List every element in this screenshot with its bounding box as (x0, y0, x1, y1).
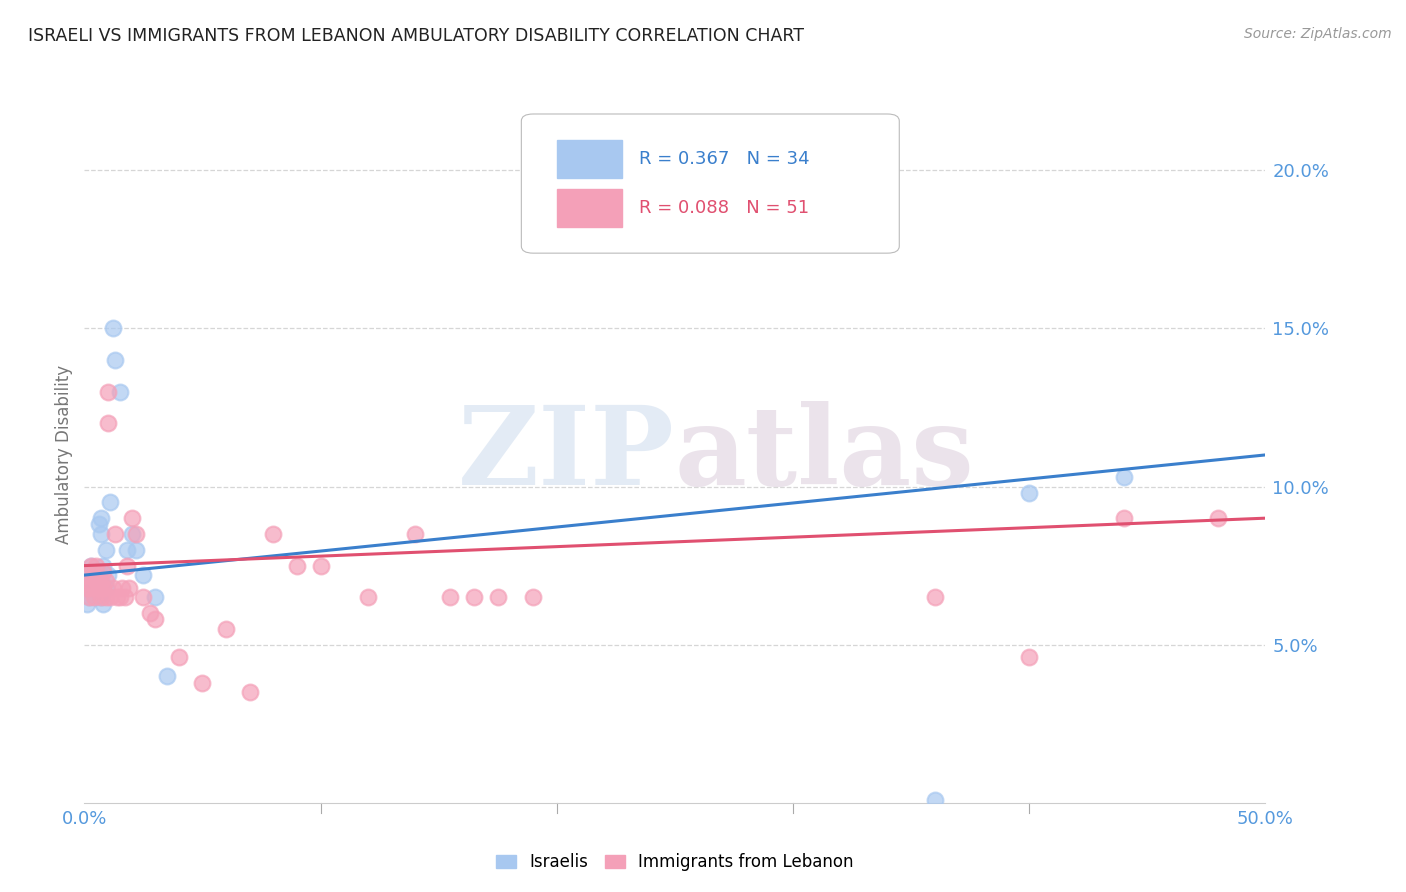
Bar (557, 140, 621, 178)
Point (80, 581, 103, 595)
Point (84, 558, 107, 573)
FancyBboxPatch shape (522, 114, 900, 253)
Point (91, 581, 114, 595)
Text: Source: ZipAtlas.com: Source: ZipAtlas.com (1244, 27, 1392, 41)
Point (404, 527, 426, 541)
Point (114, 591, 136, 605)
Point (121, 527, 143, 541)
Point (77, 574, 100, 589)
Point (167, 650, 190, 665)
Point (83, 571, 105, 585)
Point (486, 591, 509, 605)
Point (1206, 511, 1229, 525)
Point (84, 591, 107, 605)
Point (83, 581, 105, 595)
Point (76, 581, 98, 595)
Point (285, 558, 308, 573)
Point (91, 565, 114, 579)
Point (143, 612, 166, 626)
Point (90, 511, 112, 525)
Point (97, 417, 120, 431)
Point (239, 685, 262, 699)
Point (132, 591, 155, 605)
Point (1018, 650, 1040, 665)
Point (115, 558, 138, 573)
Point (143, 591, 166, 605)
Point (90, 527, 112, 541)
Point (104, 353, 127, 368)
Point (118, 581, 141, 595)
Point (107, 591, 129, 605)
Point (262, 527, 284, 541)
Y-axis label: Ambulatory Disability: Ambulatory Disability (55, 366, 73, 544)
Point (91, 558, 114, 573)
Point (80, 574, 103, 589)
Point (108, 591, 131, 605)
Point (463, 591, 485, 605)
Point (83, 568, 105, 582)
Point (76, 597, 98, 611)
Point (80, 558, 103, 573)
Point (924, 792, 946, 806)
Point (76, 568, 98, 582)
Point (139, 606, 162, 620)
Point (76, 581, 98, 595)
Bar (557, 189, 621, 227)
Point (77, 591, 100, 605)
Point (97, 568, 120, 582)
Point (77, 591, 100, 605)
Point (191, 675, 214, 690)
Point (84, 574, 107, 589)
Text: ZIP: ZIP (458, 401, 675, 508)
Point (83, 591, 105, 605)
Point (108, 384, 131, 399)
Point (125, 527, 148, 541)
Point (104, 527, 127, 541)
Point (357, 591, 380, 605)
Point (1112, 511, 1135, 525)
Point (94, 581, 117, 595)
Point (90, 574, 112, 589)
Point (90, 591, 112, 605)
Point (215, 622, 238, 636)
Point (132, 568, 155, 582)
Text: R = 0.088   N = 51: R = 0.088 N = 51 (640, 199, 810, 217)
Point (91, 581, 114, 595)
Point (115, 542, 138, 557)
Text: R = 0.367   N = 34: R = 0.367 N = 34 (640, 150, 810, 169)
Point (87, 517, 110, 532)
Point (1112, 470, 1135, 484)
Point (924, 591, 946, 605)
Point (97, 384, 120, 399)
Text: atlas: atlas (675, 401, 974, 508)
Point (98, 591, 121, 605)
Point (87, 581, 110, 595)
Text: ISRAELI VS IMMIGRANTS FROM LEBANON AMBULATORY DISABILITY CORRELATION CHART: ISRAELI VS IMMIGRANTS FROM LEBANON AMBUL… (28, 27, 804, 45)
Point (80, 558, 103, 573)
Point (98, 495, 121, 509)
Point (84, 574, 107, 589)
Point (94, 542, 117, 557)
Point (121, 511, 143, 525)
Point (91, 597, 114, 611)
Point (309, 558, 332, 573)
Point (1018, 486, 1040, 500)
Point (87, 571, 110, 585)
Point (522, 591, 544, 605)
Point (156, 669, 179, 683)
Point (101, 581, 124, 595)
Legend: Israelis, Immigrants from Lebanon: Israelis, Immigrants from Lebanon (489, 847, 860, 878)
Point (125, 542, 148, 557)
Point (77, 568, 100, 582)
Point (111, 581, 134, 595)
Point (90, 591, 112, 605)
Point (101, 321, 124, 335)
Point (94, 574, 117, 589)
Point (439, 591, 461, 605)
Point (87, 565, 110, 579)
Point (94, 591, 117, 605)
